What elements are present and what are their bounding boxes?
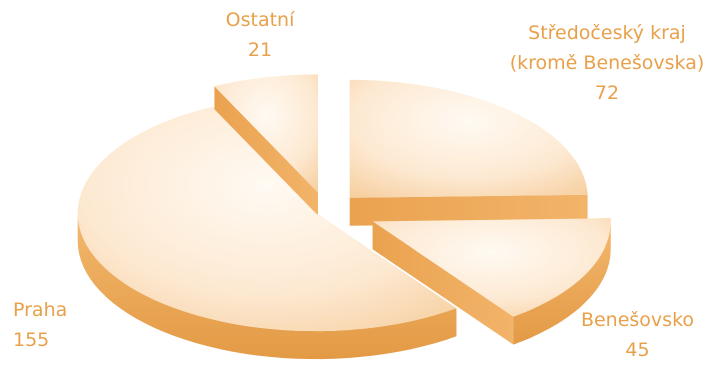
pie-slice-benesovsko-wall-1 bbox=[372, 221, 514, 345]
pie-slice-benesovsko-top bbox=[372, 218, 611, 317]
slice-label-stredocesky-line1: Středočeský kraj bbox=[528, 22, 686, 44]
pie-slice-benesovsko bbox=[372, 218, 611, 345]
slice-value-benesovsko: 45 bbox=[625, 339, 650, 361]
slice-label-benesovsko: Benešovsko 45 bbox=[565, 305, 710, 365]
slice-label-ostatni: Ostatní 21 bbox=[205, 5, 315, 65]
pie-slice-stredocesky-top bbox=[349, 79, 588, 198]
pie-slice-praha-top bbox=[77, 106, 457, 332]
pie-slice-ostatni-wall-0 bbox=[214, 86, 318, 221]
slice-label-stredocesky-line2: (kromě Benešovska) bbox=[509, 52, 705, 74]
slice-value-stredocesky: 72 bbox=[594, 82, 620, 104]
pie-slice-benesovsko-rim bbox=[513, 221, 611, 345]
pie-slice-ostatni-top bbox=[214, 74, 318, 193]
slice-value-praha: 155 bbox=[13, 329, 50, 351]
pie-slice-ostatni bbox=[214, 74, 318, 221]
slice-label-praha-name: Praha bbox=[13, 299, 68, 321]
slice-value-ostatni: 21 bbox=[247, 39, 273, 61]
slice-label-ostatni-name: Ostatní bbox=[225, 9, 295, 31]
pie-slice-stredocesky bbox=[349, 79, 588, 226]
pie-slice-praha bbox=[77, 106, 457, 360]
pie-slice-stredocesky-wall-1 bbox=[349, 194, 588, 226]
pie-slice-praha-rim bbox=[77, 213, 457, 360]
slice-label-praha: Praha 155 bbox=[13, 295, 67, 355]
slice-label-benesovsko-name: Benešovsko bbox=[580, 309, 695, 331]
slice-label-stredocesky: Středočeský kraj (kromě Benešovska) 72 bbox=[497, 18, 717, 108]
